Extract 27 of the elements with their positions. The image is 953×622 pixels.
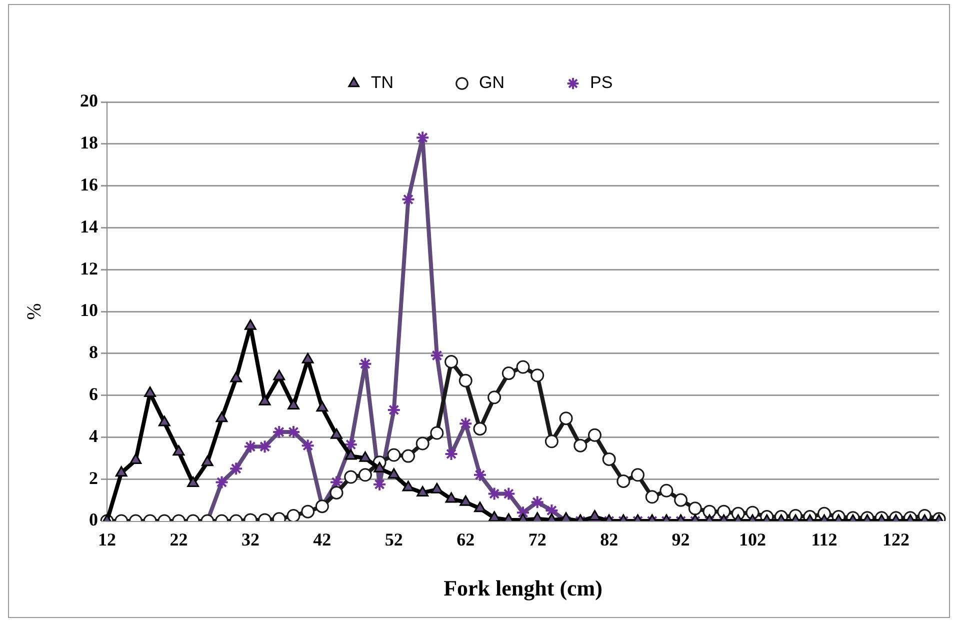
y-tick-label: 16 bbox=[80, 174, 98, 194]
y-tick-label: 6 bbox=[89, 384, 98, 404]
y-tick-label: 20 bbox=[80, 90, 98, 111]
y-tick-label: 14 bbox=[80, 216, 98, 236]
legend-label: TN bbox=[370, 73, 394, 92]
x-tick-label: 72 bbox=[528, 529, 546, 550]
x-tick-label: 102 bbox=[739, 529, 766, 550]
x-tick-label: 32 bbox=[241, 529, 260, 550]
legend-label: PS bbox=[590, 73, 613, 92]
y-tick-label: 4 bbox=[89, 426, 98, 446]
y-tick-label: 12 bbox=[80, 258, 98, 278]
y-tick-label: 2 bbox=[89, 468, 98, 488]
y-tick-label: 10 bbox=[80, 300, 98, 320]
legend-label: GN bbox=[478, 73, 504, 92]
y-tick-label: 8 bbox=[89, 342, 98, 362]
x-tick-label: 112 bbox=[811, 529, 838, 550]
x-tick-label: 42 bbox=[313, 529, 332, 550]
y-tick-label: 0 bbox=[89, 510, 98, 530]
x-tick-label: 82 bbox=[600, 529, 618, 550]
x-tick-label: 122 bbox=[882, 529, 910, 550]
y-axis-title: % bbox=[23, 303, 46, 320]
x-tick-label: 62 bbox=[456, 529, 475, 550]
x-axis-title: Fork lenght (cm) bbox=[444, 575, 602, 600]
x-tick-label: 22 bbox=[170, 529, 188, 550]
y-tick-label: 18 bbox=[80, 132, 98, 153]
x-tick-label: 52 bbox=[384, 529, 403, 550]
x-tick-label: 92 bbox=[672, 529, 690, 550]
